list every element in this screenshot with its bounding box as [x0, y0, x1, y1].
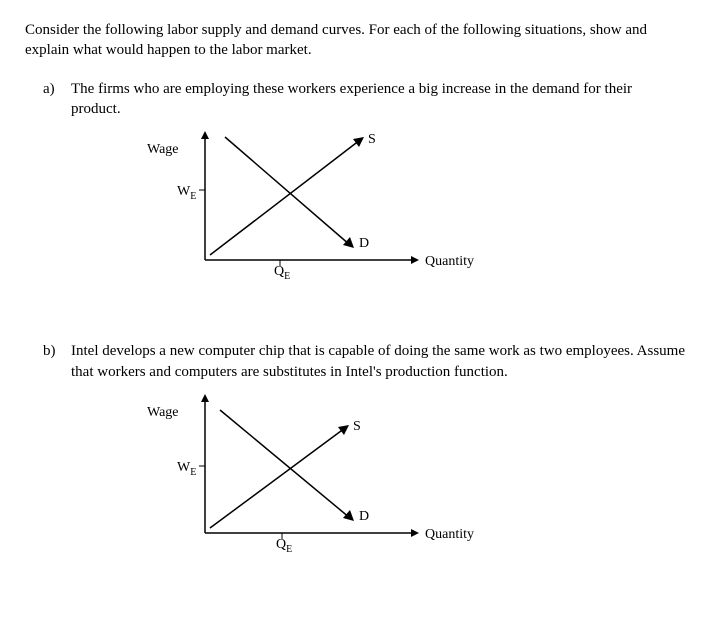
supply-label: S — [368, 132, 376, 147]
intro-text: Consider the following labor supply and … — [25, 20, 685, 61]
we-label-b: WE — [177, 460, 196, 478]
wage-label-b: Wage — [147, 405, 179, 420]
part-a-letter: a) — [25, 79, 71, 120]
part-b-letter: b) — [25, 341, 71, 382]
part-a-text: The firms who are employing these worker… — [71, 79, 685, 120]
wage-label: Wage — [147, 142, 179, 157]
part-b: b) Intel develops a new computer chip th… — [25, 341, 685, 382]
qe-label-b: QE — [276, 537, 292, 553]
supply-demand-svg-b: S D Wage Quantity WE QE — [125, 388, 495, 553]
demand-label: D — [359, 236, 369, 251]
quantity-label-b: Quantity — [425, 527, 474, 542]
supply-label-b: S — [353, 419, 361, 434]
demand-label-b: D — [359, 509, 369, 524]
qe-label: QE — [274, 264, 290, 280]
supply-demand-svg-a: S D Wage Quantity WE QE — [125, 125, 495, 280]
we-label: WE — [177, 184, 196, 202]
chart-a: S D Wage Quantity WE QE — [125, 125, 685, 286]
chart-b: S D Wage Quantity WE QE — [125, 388, 685, 559]
part-a: a) The firms who are employing these wor… — [25, 79, 685, 120]
quantity-label: Quantity — [425, 254, 474, 269]
part-b-text: Intel develops a new computer chip that … — [71, 341, 685, 382]
